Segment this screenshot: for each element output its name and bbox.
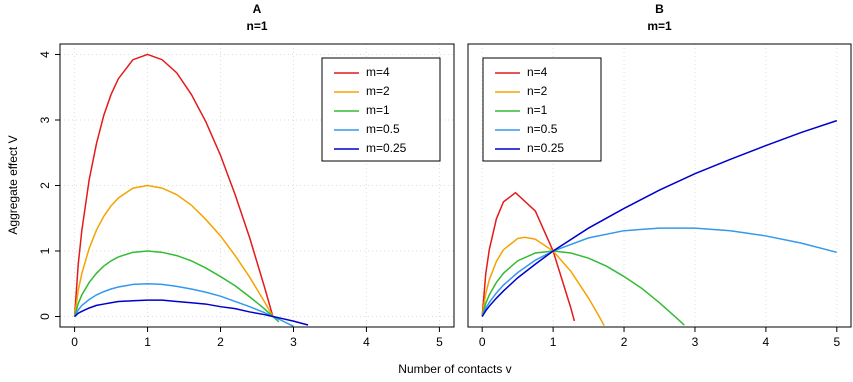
y-axis-label: Aggregate effect V: [6, 135, 20, 234]
x-tick-label: 1: [550, 335, 557, 349]
x-tick-label: 0: [71, 335, 78, 349]
series-line: [73, 283, 294, 327]
y-tick-label: 0: [38, 313, 52, 320]
x-tick-label: 2: [217, 335, 224, 349]
chart-title: B: [655, 2, 664, 16]
legend-label: n=2: [527, 84, 548, 98]
legend-label: m=2: [366, 84, 390, 98]
x-axis-label: Number of contacts v: [398, 362, 511, 376]
series-line: [481, 236, 605, 327]
legend-label: n=0.5: [527, 122, 558, 136]
series-line: [481, 250, 685, 326]
x-tick-label: 1: [144, 335, 151, 349]
series-line: [73, 184, 274, 317]
x-tick-label: 4: [763, 335, 770, 349]
x-tick-label: 5: [833, 335, 840, 349]
series-line: [481, 119, 838, 317]
plot-frame: [59, 43, 455, 328]
chart-title: A: [253, 2, 262, 16]
y-tick-label: 2: [38, 182, 52, 189]
legend-box: [482, 57, 602, 162]
chart-subtitle: n=1: [246, 19, 267, 33]
plot-frame: [467, 43, 852, 328]
legend-label: m=0.25: [366, 141, 407, 155]
legend-label: m=0.5: [366, 122, 400, 136]
x-tick-label: 3: [290, 335, 297, 349]
x-tick-label: 5: [436, 335, 443, 349]
chart-subtitle: m=1: [647, 19, 672, 33]
y-tick-label: 1: [38, 247, 52, 254]
legend-label: n=4: [527, 65, 548, 79]
legend-label: m=1: [366, 103, 390, 117]
x-tick-label: 3: [692, 335, 699, 349]
series-line: [481, 191, 576, 322]
x-tick-label: 4: [363, 335, 370, 349]
y-tick-label: 4: [38, 51, 52, 58]
x-tick-label: 0: [479, 335, 486, 349]
x-tick-label: 2: [621, 335, 628, 349]
legend-box: [321, 57, 441, 162]
series-line: [73, 53, 274, 317]
series-line: [481, 227, 838, 317]
legend-label: n=1: [527, 103, 548, 117]
series-line: [73, 250, 280, 323]
y-tick-label: 3: [38, 116, 52, 123]
legend-label: m=4: [366, 65, 390, 79]
series-line: [74, 299, 309, 326]
legend-label: n=0.25: [527, 141, 564, 155]
